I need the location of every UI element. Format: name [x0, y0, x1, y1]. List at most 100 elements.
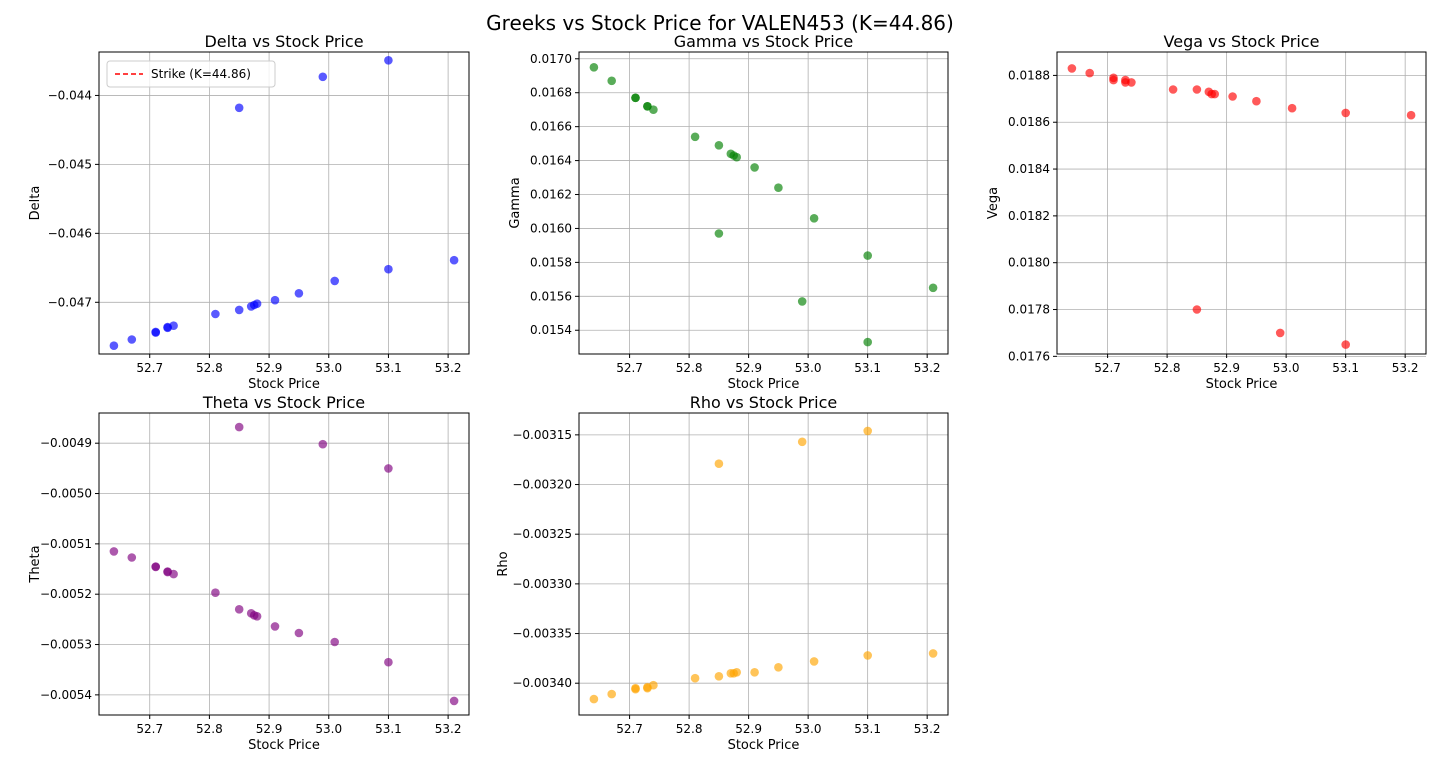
vega-x-tick-label: 53.2	[1392, 361, 1419, 375]
rho-point	[928, 649, 938, 658]
theta-panel-title: Theta vs Stock Price	[202, 393, 365, 412]
gamma-x-tick-label: 52.9	[735, 361, 762, 375]
rho-axes-frame	[578, 412, 949, 716]
gamma-y-tick-label: 0.0156	[530, 289, 572, 303]
theta-point	[169, 569, 178, 579]
theta-point	[234, 422, 244, 432]
delta-panel: 52.7 52.8 52.9 53.0 53.1 53.2 −0.047 −0.046 −0.0…	[28, 32, 470, 392]
vega-panel-title: Vega vs Stock Price	[1164, 32, 1320, 51]
vega-point	[1341, 340, 1350, 349]
vega-panel: 52.7 52.8 52.9 53.0 53.1 53.2 0.0176 0.0178 0.01…	[986, 32, 1427, 392]
rho-point	[690, 673, 700, 683]
delta-y-tick-label: −0.046	[48, 226, 92, 240]
delta-point	[109, 341, 119, 351]
rho-panel-title: Rho vs Stock Price	[690, 393, 837, 412]
theta-point	[234, 605, 244, 614]
vega-axes-frame	[1056, 51, 1427, 355]
gamma-y-tick-label: 0.0164	[530, 154, 572, 168]
theta-point	[211, 588, 220, 597]
vega-y-tick-label: 0.0186	[1008, 115, 1050, 129]
gamma-point	[607, 76, 616, 86]
gamma-point	[928, 283, 938, 293]
vega-point	[1210, 89, 1219, 99]
rho-point	[863, 426, 872, 436]
theta-point	[384, 657, 393, 667]
gamma-point	[732, 152, 741, 162]
delta-x-axis-label: Stock Price	[248, 377, 320, 392]
vega-point	[1127, 78, 1136, 87]
vega-x-tick-label: 52.7	[1094, 361, 1121, 375]
theta-x-tick-label: 53.2	[435, 722, 462, 736]
theta-y-tick-label: −0.0049	[40, 436, 92, 450]
theta-x-tick-label: 53.1	[375, 722, 402, 736]
theta-x-tick-label: 53.0	[315, 722, 342, 736]
gamma-point	[714, 229, 724, 238]
vega-x-tick-label: 52.9	[1213, 361, 1240, 375]
delta-y-tick-label: −0.047	[48, 295, 92, 309]
theta-y-tick-label: −0.0051	[40, 537, 92, 551]
vega-point	[1109, 75, 1118, 85]
gamma-y-tick-label: 0.0166	[530, 120, 572, 134]
gamma-point	[714, 141, 724, 150]
vega-point	[1341, 108, 1350, 118]
rho-point	[714, 459, 724, 469]
delta-y-tick-label: −0.044	[48, 88, 92, 102]
vega-y-tick-label: 0.0182	[1008, 209, 1050, 223]
vega-y-tick-label: 0.0184	[1008, 162, 1050, 176]
theta-x-tick-label: 52.7	[136, 722, 163, 736]
theta-point	[270, 622, 280, 631]
gamma-point	[631, 93, 640, 103]
vega-point	[1228, 92, 1237, 101]
rho-point	[732, 668, 741, 677]
rho-y-tick-label: −0.00335	[512, 627, 572, 641]
vega-y-axis-label: Vega	[986, 187, 1001, 219]
vega-point	[1287, 103, 1297, 113]
vega-point	[1406, 110, 1416, 120]
figure-title: Greeks vs Stock Price for VALEN453 (K=44…	[486, 11, 954, 35]
theta-y-tick-label: −0.0054	[40, 688, 92, 702]
theta-panel: 52.7 52.8 52.9 53.0 53.1 53.2 −0.0054 −0.0053 −0…	[28, 393, 470, 753]
vega-point	[1192, 85, 1202, 94]
theta-axes-frame	[98, 412, 470, 716]
rho-point	[797, 437, 807, 447]
delta-point	[384, 264, 393, 274]
delta-x-tick-label: 52.7	[136, 361, 163, 375]
delta-panel-title: Delta vs Stock Price	[204, 32, 363, 51]
delta-y-axis-label: Delta	[28, 186, 43, 221]
gamma-y-tick-label: 0.0154	[530, 323, 572, 337]
theta-y-tick-label: −0.0053	[40, 638, 92, 652]
vega-y-tick-label: 0.0180	[1008, 256, 1050, 270]
gamma-x-tick-label: 53.2	[914, 361, 941, 375]
rho-point	[774, 663, 783, 672]
delta-x-tick-label: 52.9	[256, 361, 283, 375]
delta-point	[270, 295, 280, 305]
theta-point	[330, 637, 340, 647]
rho-point	[631, 683, 640, 693]
gamma-point	[809, 214, 819, 223]
gamma-y-tick-label: 0.0158	[530, 255, 572, 269]
gamma-point	[863, 251, 872, 260]
gamma-point	[797, 297, 807, 306]
vega-y-tick-label: 0.0176	[1008, 349, 1050, 363]
gamma-point	[589, 63, 599, 72]
rho-point	[809, 657, 819, 666]
rho-y-axis-label: Rho	[496, 551, 511, 576]
rho-y-tick-label: −0.00330	[512, 577, 572, 591]
gamma-y-tick-label: 0.0162	[530, 188, 572, 202]
vega-x-tick-label: 53.1	[1332, 361, 1359, 375]
delta-x-tick-label: 52.8	[196, 361, 223, 375]
theta-point	[127, 553, 137, 562]
rho-x-tick-label: 52.8	[676, 722, 703, 736]
gamma-point	[774, 183, 783, 192]
delta-point	[252, 299, 262, 309]
theta-point	[318, 439, 328, 449]
rho-x-tick-label: 53.2	[914, 722, 941, 736]
rho-x-tick-label: 53.0	[795, 722, 822, 736]
delta-point	[234, 305, 244, 315]
rho-y-tick-label: −0.00315	[512, 428, 572, 442]
theta-point	[109, 547, 119, 556]
delta-x-tick-label: 53.2	[435, 361, 462, 375]
rho-point	[649, 680, 658, 690]
delta-point	[151, 327, 160, 337]
